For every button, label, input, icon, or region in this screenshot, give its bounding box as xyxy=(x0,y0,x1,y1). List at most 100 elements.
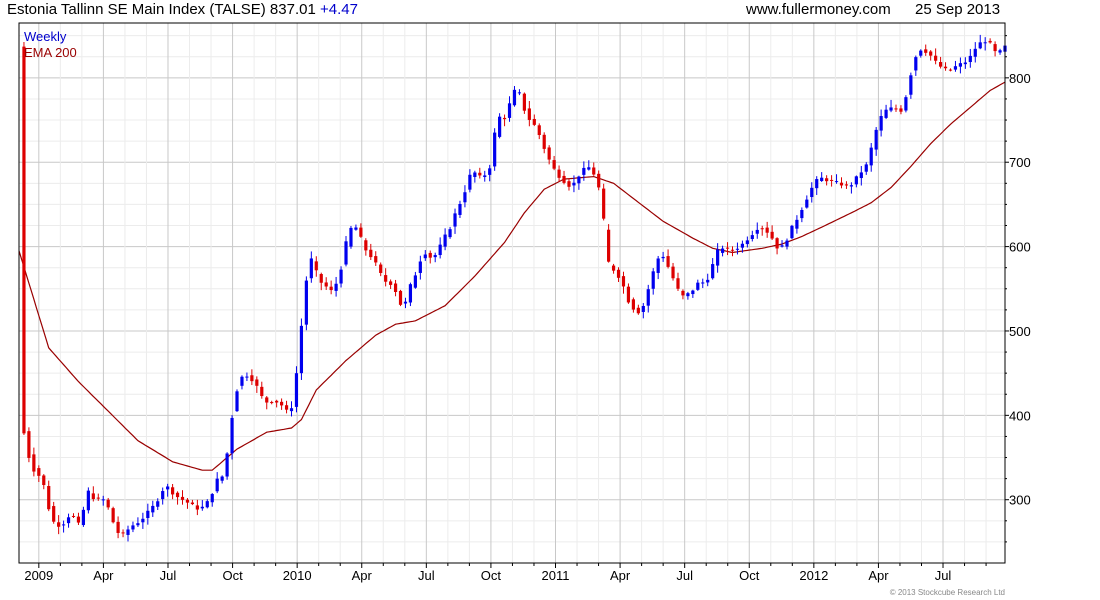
x-tick-label: Apr xyxy=(352,568,373,583)
candle xyxy=(339,266,343,288)
candle-body xyxy=(572,182,576,186)
candle-body xyxy=(735,248,740,250)
candle xyxy=(324,277,328,290)
candle xyxy=(71,513,76,519)
candle-body xyxy=(200,506,204,509)
candle xyxy=(349,225,353,249)
candle xyxy=(185,498,190,509)
candle xyxy=(111,506,115,524)
candle xyxy=(86,487,90,514)
index-name: Estonia Tallinn SE Main Index (TALSE) xyxy=(7,1,266,18)
candle-body xyxy=(844,184,849,186)
candle xyxy=(904,95,908,113)
candle-body xyxy=(101,499,105,501)
candle-body xyxy=(557,169,561,178)
candle-body xyxy=(963,62,967,65)
candle-body xyxy=(681,290,685,296)
candle xyxy=(701,278,705,289)
candle xyxy=(483,170,487,182)
candle xyxy=(220,475,224,484)
candle xyxy=(205,499,209,509)
candle-body xyxy=(418,261,422,273)
candle xyxy=(37,465,41,482)
x-tick-label: 2009 xyxy=(24,568,53,583)
candle xyxy=(537,123,541,140)
candle xyxy=(899,105,903,115)
candle xyxy=(641,303,645,319)
candle xyxy=(661,251,665,262)
candle-body xyxy=(894,108,898,110)
candle-body xyxy=(463,192,467,203)
candle-body xyxy=(582,167,586,175)
candle-body xyxy=(369,249,373,258)
candle-body xyxy=(393,283,398,292)
candle xyxy=(839,177,844,189)
x-tick-label: 2012 xyxy=(799,568,828,583)
candle-body xyxy=(289,408,294,412)
candle-body xyxy=(785,240,789,247)
candle-body xyxy=(517,92,522,94)
candle xyxy=(765,221,769,238)
candle xyxy=(250,369,254,386)
candle-body xyxy=(562,175,566,183)
candle xyxy=(270,400,274,405)
x-axis: 2009 Apr Jul Oct 2010 Apr Jul Oct 2011 Apr Jul Oct 2… xyxy=(24,563,987,583)
candle-body xyxy=(864,164,868,172)
candle xyxy=(379,262,383,277)
candle-body xyxy=(631,299,635,310)
candle-body xyxy=(507,103,512,118)
candle xyxy=(498,113,502,139)
candle-body xyxy=(245,376,249,378)
site-url[interactable]: www.fullermoney.com xyxy=(746,1,891,18)
candle-body xyxy=(389,281,393,285)
candle xyxy=(488,164,492,182)
candle-body xyxy=(364,240,368,251)
candle xyxy=(547,145,551,165)
candle-body xyxy=(750,235,754,239)
candle-body xyxy=(220,476,224,481)
candle xyxy=(180,490,185,505)
candle-body xyxy=(621,276,626,287)
candle xyxy=(473,170,477,183)
candle xyxy=(265,396,269,410)
candle-body xyxy=(567,181,571,187)
candle xyxy=(953,60,958,72)
candle xyxy=(284,400,289,414)
candle xyxy=(408,282,413,307)
candle xyxy=(532,114,536,127)
candle xyxy=(785,238,789,250)
candle-body xyxy=(453,213,457,227)
candle xyxy=(805,195,809,209)
candle-body xyxy=(978,42,982,49)
candle-body xyxy=(428,252,432,258)
candle xyxy=(502,114,507,127)
candle xyxy=(988,38,992,44)
candle xyxy=(289,401,294,417)
candle xyxy=(413,271,417,289)
candle xyxy=(958,57,963,74)
candle xyxy=(735,242,740,255)
candle xyxy=(582,161,586,181)
candle-body xyxy=(61,524,66,526)
candle xyxy=(190,499,195,506)
candle xyxy=(825,175,829,186)
candle xyxy=(235,389,239,412)
candle xyxy=(909,72,913,99)
candle-body xyxy=(820,177,824,181)
candle xyxy=(646,284,650,313)
candle-body xyxy=(825,178,829,182)
candle-body xyxy=(577,176,581,184)
candle xyxy=(874,127,878,156)
candle-body xyxy=(413,275,417,288)
candle-body xyxy=(151,505,155,513)
candle-body xyxy=(899,108,903,112)
candle xyxy=(800,207,804,223)
candle xyxy=(745,236,749,248)
copyright-notice: © 2013 Stockcube Research Ltd xyxy=(889,588,1005,597)
candle-body xyxy=(270,402,274,404)
candle-body xyxy=(324,282,328,287)
candle-body xyxy=(344,241,348,265)
candle-body xyxy=(81,509,86,526)
candle xyxy=(929,50,933,61)
